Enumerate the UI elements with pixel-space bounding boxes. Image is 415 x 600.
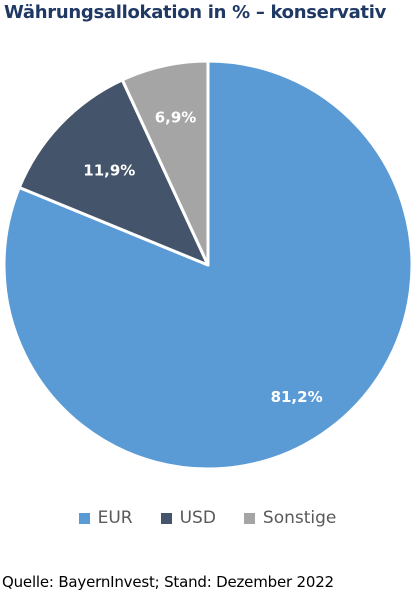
chart-legend: EUR USD Sonstige <box>0 503 415 533</box>
legend-item-sonstige[interactable]: Sonstige <box>243 508 337 528</box>
legend-swatch-eur <box>78 512 90 524</box>
pie-slice-sonstige[interactable] <box>120 59 210 267</box>
legend-label-usd: USD <box>179 508 216 528</box>
pie-slices <box>2 59 414 471</box>
legend-swatch-usd <box>160 512 172 524</box>
source-note: Quelle: BayernInvest; Stand: Dezember 20… <box>2 573 334 591</box>
pie-slice-usd[interactable] <box>17 78 210 267</box>
legend-item-usd[interactable]: USD <box>160 508 216 528</box>
data-label-usd: 11,9% <box>83 162 135 180</box>
pie-slice-labels: 81,2% 11,9% 6,9% <box>83 109 322 407</box>
legend-swatch-sonstige <box>243 512 255 524</box>
data-label-sonstige: 6,9% <box>155 109 197 127</box>
data-label-eur: 81,2% <box>271 388 323 406</box>
chart-title: Währungsallokation in % – konservativ <box>4 2 387 23</box>
pie-chart: 81,2% 11,9% 6,9% <box>2 59 414 471</box>
legend-label-sonstige: Sonstige <box>262 508 337 528</box>
legend-item-eur[interactable]: EUR <box>78 508 133 528</box>
legend-label-eur: EUR <box>97 508 133 528</box>
